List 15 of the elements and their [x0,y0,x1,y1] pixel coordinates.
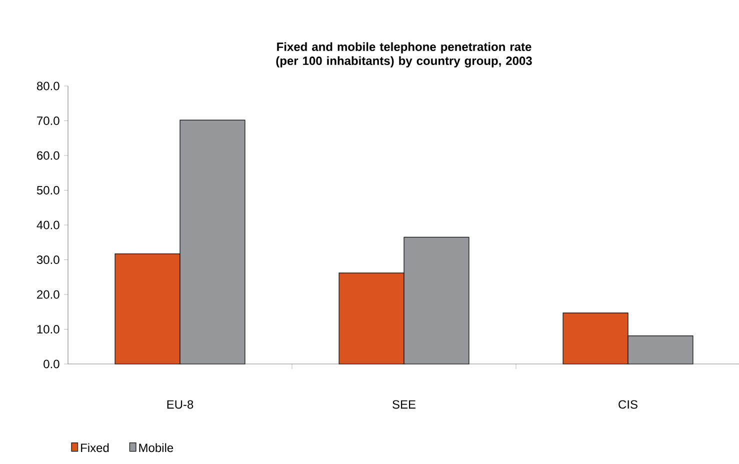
y-tick-label: 10.0 [37,325,60,334]
legend-label: Fixed [81,443,109,452]
y-tick-label: 70.0 [37,116,60,125]
y-tick-label: 60.0 [37,151,60,160]
x-tick-label: SEE [392,400,416,409]
y-tick-label: 50.0 [36,186,60,194]
y-tick-label: 80.0 [36,82,60,90]
x-tick-label: CIS [618,400,638,409]
legend-label: Mobile [139,443,174,452]
y-tick-label: 20.0 [37,290,60,299]
y-tick-label: 40.0 [36,220,60,230]
chart-title: Fixed and mobile telephone penetration rate (per 100 inhabitants) by country group, 2003 [276,42,532,68]
y-tick-label: 30.0 [36,256,60,264]
y-tick-label: 0.0 [44,360,60,368]
x-tick-label: EU-8 [167,400,194,409]
